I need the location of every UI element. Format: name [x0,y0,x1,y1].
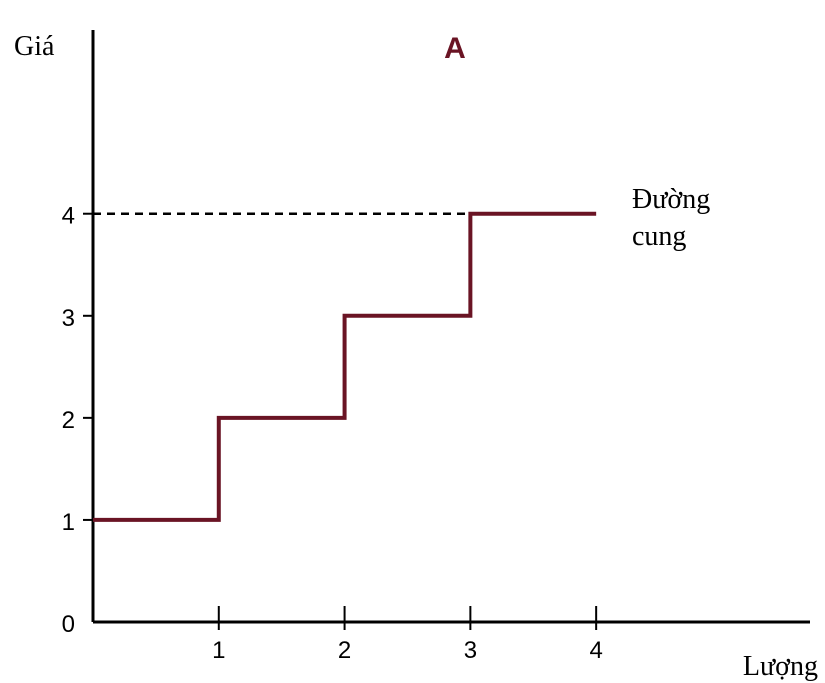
axes [91,30,810,624]
x-tick-label: 3 [464,637,477,664]
x-axis-label: Lượng [743,651,818,682]
x-tick-label: 4 [589,637,602,664]
chart-title: A [444,32,466,65]
y-tick-label: 3 [62,305,75,332]
y-axis-label: Giá [14,31,55,62]
ticks: 0 1 2 3 4 1 2 3 4 [62,203,603,664]
y-tick-label: 4 [62,203,75,230]
series [93,211,597,522]
series-label-line-1: Đường [632,184,710,215]
x-tick-label: 2 [338,637,351,664]
y-tick-label: 0 [62,611,75,638]
series-label: Đường cung [632,184,717,252]
supply-curve-line [93,211,597,522]
x-tick-label: 1 [212,637,225,664]
y-tick-label: 2 [62,407,75,434]
series-label-line-2: cung [632,221,686,252]
y-tick-label: 1 [62,509,75,536]
